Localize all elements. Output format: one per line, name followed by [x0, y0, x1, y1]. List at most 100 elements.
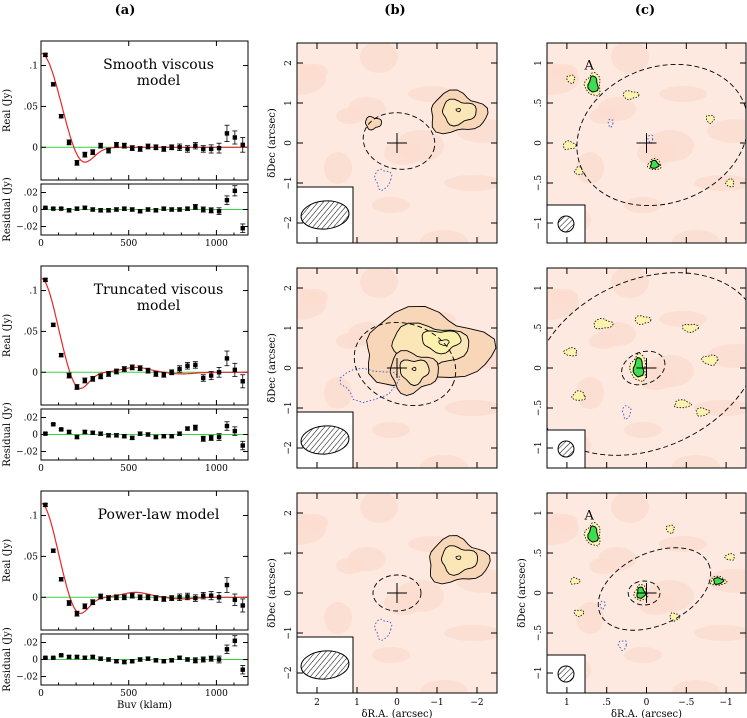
- source-label-a: A: [583, 58, 594, 73]
- data-point: [130, 365, 135, 370]
- data-point: [208, 593, 214, 598]
- x-tick-label: 2: [314, 698, 320, 708]
- y-axis-label: Real (Jy): [2, 539, 13, 582]
- data-point: [193, 143, 198, 148]
- data-point: [232, 428, 238, 434]
- noise-patch: [576, 602, 604, 634]
- noise-patch: [611, 43, 649, 73]
- y-tick-label: .5: [534, 98, 544, 107]
- model-ellipse: [547, 272, 746, 456]
- x-tick-label: −2: [470, 698, 483, 708]
- y-tick-label: −1: [284, 176, 294, 189]
- model-curve: [40, 52, 248, 163]
- emission-contour: [665, 524, 675, 535]
- noise-patch: [444, 400, 497, 416]
- x-axis-label: Buv (klam): [117, 700, 172, 711]
- y-tick-label: −.02: [16, 223, 38, 233]
- data-point: [177, 431, 182, 436]
- data-point: [201, 657, 206, 662]
- data-point: [137, 657, 143, 662]
- y-tick-label: 0: [534, 590, 544, 596]
- noise-patch: [336, 108, 364, 124]
- noise-patch: [589, 108, 617, 124]
- data-point: [185, 594, 190, 599]
- x-tick-label: −1: [430, 698, 443, 708]
- data-point: [169, 207, 174, 212]
- y-axis-label: δDec (arcsec): [267, 333, 278, 403]
- x-tick-label: 0: [38, 464, 44, 474]
- map-panel-b-bottom: 2 1 0 −1 −2 −2 −1 0 1 2 δDec (arcsec) δR.A. (arcsec…: [267, 492, 498, 718]
- column-label-c: (c): [635, 3, 655, 18]
- noise-patch: [324, 602, 352, 634]
- model-curve: [40, 502, 248, 615]
- emission-contour: [622, 90, 640, 101]
- y-tick-label: 0: [32, 206, 38, 216]
- emission-contour: [573, 609, 585, 618]
- data-point: [177, 366, 182, 372]
- noise-patch: [360, 268, 398, 298]
- y-tick-label: 1: [284, 325, 294, 331]
- emission-contour: [566, 74, 576, 85]
- data-point: [161, 596, 166, 602]
- data-point: [216, 209, 222, 214]
- data-point: [51, 548, 56, 553]
- data-point: [82, 655, 88, 660]
- model-ellipse: [597, 547, 712, 631]
- noise-patch: [420, 230, 468, 243]
- emission-contour: [562, 347, 578, 357]
- x-tick-label: 500: [120, 689, 137, 699]
- data-point: [106, 208, 111, 213]
- data-point: [161, 434, 166, 439]
- peak-contour: [587, 75, 599, 93]
- emission-contour: [705, 114, 715, 125]
- emission-contour: [593, 317, 614, 330]
- data-point: [240, 667, 245, 672]
- x-tick-label: −1: [719, 698, 732, 708]
- x-tick-label: 500: [120, 239, 137, 249]
- emission-peak-contour: [455, 555, 462, 561]
- data-point: [177, 207, 182, 212]
- emission-contour: [364, 116, 382, 131]
- data-point: [66, 600, 72, 606]
- emission-contour: [570, 576, 581, 585]
- plot-frame: [40, 265, 249, 406]
- data-point: [169, 145, 174, 150]
- data-point: [43, 502, 48, 508]
- noise-patch: [672, 455, 720, 468]
- data-point: [90, 150, 95, 155]
- y-axis-label: Residual (Jy): [2, 627, 13, 692]
- data-point: [130, 593, 135, 598]
- data-point: [216, 657, 222, 662]
- noise-patch: [324, 152, 352, 184]
- y-tick-label: −1: [284, 401, 294, 414]
- beam-ellipse: [557, 665, 575, 683]
- x-axis-label: δR.A. (arcsec): [611, 709, 682, 718]
- data-point: [43, 52, 48, 58]
- noise-patch: [659, 536, 707, 552]
- model-title: Truncated viscous: [94, 282, 224, 298]
- y-axis-label: Real (Jy): [2, 314, 13, 357]
- data-point: [90, 430, 95, 435]
- data-point: [161, 372, 166, 377]
- data-point: [161, 659, 166, 664]
- data-point: [98, 143, 103, 148]
- model-title: model: [137, 73, 181, 89]
- noise-patch: [547, 288, 579, 320]
- data-point: [90, 654, 95, 660]
- data-point: [137, 431, 143, 436]
- noise-patch: [360, 493, 398, 523]
- data-point: [114, 142, 119, 148]
- noise-patch: [324, 377, 352, 409]
- model-title: Power-law model: [98, 507, 220, 523]
- data-point: [66, 373, 72, 378]
- emission-contour: [421, 330, 462, 355]
- noise-patch: [694, 625, 746, 641]
- x-axis-label: δR.A. (arcsec): [361, 709, 432, 718]
- data-point: [216, 434, 222, 440]
- negative-contour: [599, 600, 606, 611]
- x-tick-label: .5: [602, 698, 611, 708]
- y-tick-label: 0: [534, 140, 544, 146]
- data-point: [224, 423, 230, 429]
- data-point: [114, 659, 119, 664]
